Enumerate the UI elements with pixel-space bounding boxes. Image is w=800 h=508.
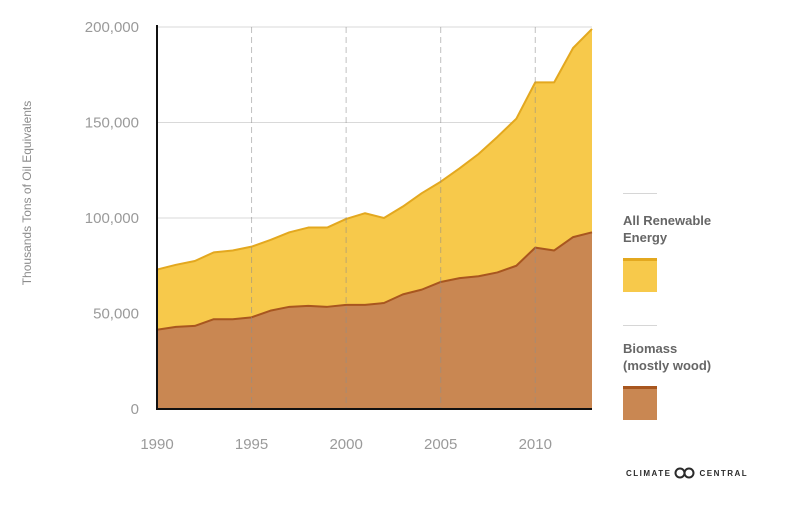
- logo-text-right: CENTRAL: [699, 468, 749, 478]
- y-axis-label: Thousands Tons of Oil Equivalents: [20, 101, 34, 286]
- x-tick-label: 2000: [329, 436, 362, 453]
- x-tick-label: 2005: [424, 436, 457, 453]
- legend-divider: [623, 193, 657, 194]
- y-tick-label: 0: [131, 401, 139, 418]
- legend-swatch-biomass: [623, 386, 657, 420]
- x-tick-label: 1995: [235, 436, 268, 453]
- y-tick-label: 50,000: [93, 306, 139, 323]
- legend: All Renewable Energy Biomass (mostly woo…: [623, 193, 783, 420]
- logo-text-left: CLIMATE: [626, 468, 672, 478]
- legend-label-biomass: Biomass (mostly wood): [623, 341, 712, 373]
- x-tick-label: 2010: [519, 436, 552, 453]
- legend-label-renewable: All Renewable Energy: [623, 213, 712, 245]
- line-series-1: [156, 231, 593, 331]
- x-tick-label: 1990: [140, 436, 173, 453]
- axes: [156, 25, 592, 410]
- y-tick-label: 200,000: [85, 19, 139, 36]
- logo-rings-icon: [674, 467, 695, 479]
- y-tick-label: 150,000: [85, 115, 139, 132]
- legend-divider: [623, 325, 657, 326]
- chart-areas: [156, 28, 593, 409]
- y-tick-label: 100,000: [85, 210, 139, 227]
- line-series-0: [156, 28, 593, 271]
- climate-central-logo: CLIMATE CENTRAL: [626, 467, 748, 479]
- area-series-1: [157, 232, 592, 409]
- legend-swatch-renewable: [623, 258, 657, 292]
- tick-labels: 0 50,000 100,000 150,000 200,000 1990 1995 2000…: [85, 19, 552, 453]
